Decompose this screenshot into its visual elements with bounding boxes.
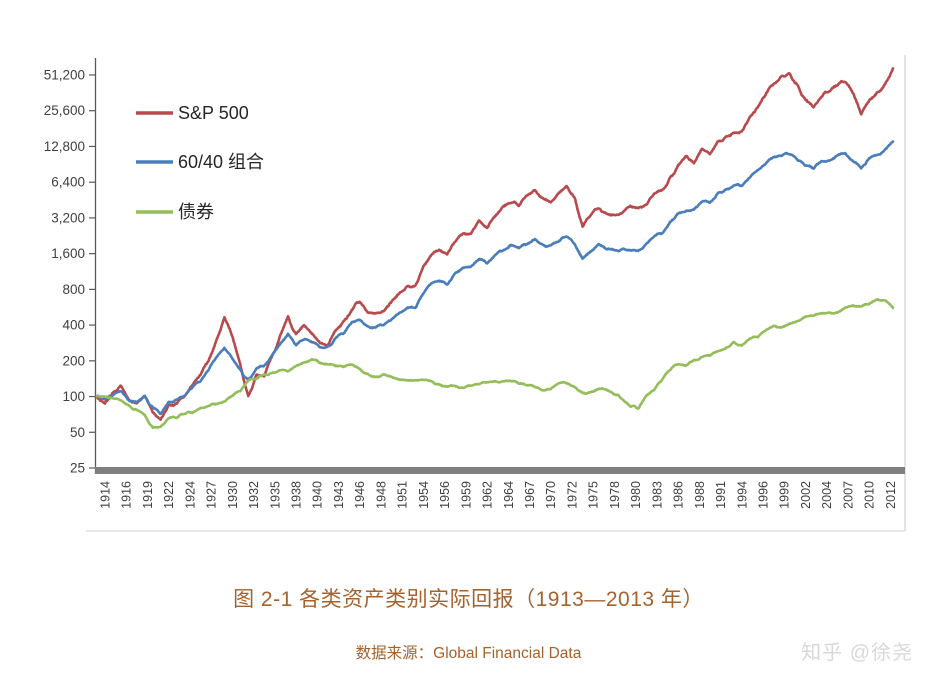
x-tick-label: 1994 [735,481,749,509]
x-tick-label: 1914 [98,481,112,509]
x-tick-label: 2007 [841,481,855,509]
x-tick-label: 1964 [502,481,516,509]
chart-svg: 51,200 25,600 12,800 6,400 3,200 1,600 800 400 2… [44,55,906,532]
y-axis: 51,200 25,600 12,800 6,400 3,200 1,600 800 400 2… [44,58,97,476]
x-tick-label: 1967 [523,481,537,509]
x-tick-label: 1986 [672,481,686,509]
legend-label: 60/40 组合 [178,152,264,172]
x-tick-label: 1996 [756,481,770,509]
x-tick-label: 1954 [417,481,431,509]
x-tick-label: 1930 [226,481,240,509]
data-source-label: 数据来源：Global Financial Data [355,645,582,662]
y-tick-label: 800 [62,282,85,297]
x-tick-label: 1935 [268,481,282,509]
x-tick-label: 1948 [374,481,388,509]
y-tick-label: 400 [62,318,85,333]
x-tick-label: 2012 [884,481,898,509]
y-tick-label: 50 [70,425,85,440]
x-tick-label: 1999 [778,481,792,509]
x-tick-label: 1919 [141,481,155,509]
x-tick-label: 1991 [714,481,728,509]
x-tick-label: 1962 [481,481,495,509]
x-tick-label: 1972 [565,481,579,509]
x-tick-label: 1980 [629,481,643,509]
x-tick-label: 1983 [650,481,664,509]
x-tick-label: 1975 [587,481,601,509]
x-axis-baseline [95,467,905,474]
x-tick-label: 1932 [247,481,261,509]
plot-frame [86,55,906,532]
series-lines [95,67,895,430]
watermark: 知乎 @徐尧 [801,642,913,664]
y-tick-label: 25,600 [44,103,85,118]
figure-caption: 图 2-1 各类资产类别实际回报（1913—2013 年） [233,588,704,611]
y-tick-label: 100 [62,389,85,404]
legend-item: 债券 [136,202,214,222]
legend-label: 债券 [178,202,214,222]
y-tick-label: 1,600 [51,246,85,261]
x-tick-label: 1940 [311,481,325,509]
x-tick-label: 2010 [863,481,877,509]
x-tick-label: 2002 [799,481,813,509]
y-tick-label: 51,200 [44,68,85,83]
series-line-60-40 [95,140,895,416]
y-tick-label: 25 [70,461,85,476]
x-axis-labels: 1914 1916 1919 1922 1924 1927 1930 1932 1935 1938… [98,481,897,509]
x-tick-label: 1951 [396,481,410,509]
x-tick-label: 1946 [353,481,367,509]
x-tick-label: 1924 [183,481,197,509]
x-tick-label: 1978 [608,481,622,509]
x-tick-label: 1956 [438,481,452,509]
legend-item: S&P 500 [136,103,249,123]
x-tick-label: 1988 [693,481,707,509]
x-tick-label: 1970 [544,481,558,509]
x-tick-label: 2004 [820,481,834,509]
x-tick-label: 1938 [290,481,304,509]
x-tick-label: 1943 [332,481,346,509]
x-tick-label: 1959 [459,481,473,509]
y-tick-label: 3,200 [51,210,85,225]
series-line-sp500 [95,67,895,421]
series-line-bonds [95,297,895,430]
x-tick-label: 1916 [120,481,134,509]
legend-item: 60/40 组合 [136,152,264,172]
y-tick-label: 12,800 [44,139,85,154]
x-tick-label: 1922 [162,481,176,509]
y-tick-label: 200 [62,353,85,368]
legend-label: S&P 500 [178,103,249,123]
y-tick-label: 6,400 [51,175,85,190]
x-tick-label: 1927 [205,481,219,509]
